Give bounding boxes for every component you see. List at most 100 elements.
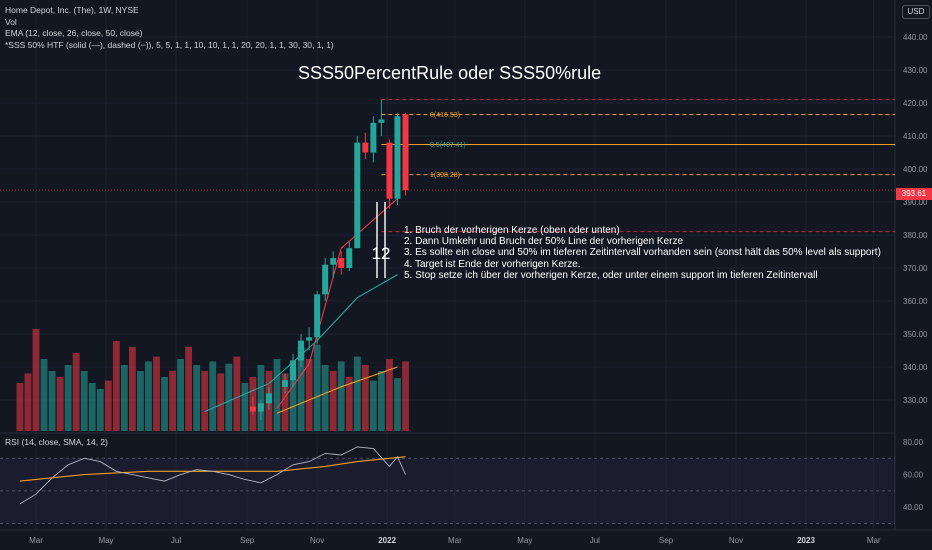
price-axis-label: 380.00	[903, 231, 928, 240]
volume-bar	[369, 380, 377, 431]
volume-bar	[321, 365, 329, 431]
volume-bar	[241, 383, 249, 431]
price-axis-label: 330.00	[903, 396, 928, 405]
volume-bar	[394, 378, 401, 431]
candle-body	[394, 116, 401, 199]
time-axis-label: May	[98, 536, 113, 545]
volume-bar	[161, 377, 168, 431]
volume-bar	[337, 361, 345, 431]
volume-bar	[185, 347, 193, 431]
time-axis-label: Mar	[448, 536, 462, 545]
note-line: 2. Dann Umkehr und Bruch der 50% Line de…	[404, 236, 684, 248]
volume-bar	[209, 361, 217, 431]
volume-bar	[120, 365, 128, 431]
time-axis-label: Nov	[310, 536, 324, 545]
candle-body	[354, 142, 361, 249]
note-line: 4. Target ist Ende der vorherigen Kerze.	[404, 258, 581, 270]
price-axis-label: 360.00	[903, 297, 928, 306]
price-axis-label: 390.00	[903, 198, 928, 207]
currency-button[interactable]: USD	[902, 5, 930, 19]
volume-bar	[289, 368, 297, 431]
volume-bar	[80, 371, 88, 431]
volume-bar	[233, 356, 241, 431]
time-axis-label: Jul	[590, 536, 600, 545]
volume-bar	[104, 380, 112, 431]
volume-bar	[56, 377, 64, 431]
volume-bar	[225, 363, 233, 431]
volume-bar	[112, 341, 120, 431]
volume-bar	[177, 359, 184, 431]
volume-bar	[128, 347, 136, 431]
rsi-axis-label: 80.00	[903, 438, 924, 447]
ema-slow-line	[276, 366, 398, 414]
volume-bar	[16, 383, 24, 431]
volume-bar	[217, 373, 225, 431]
candle-body	[282, 380, 289, 387]
time-axis-label: Jul	[171, 536, 181, 545]
current-price-label: 393.61	[896, 188, 932, 200]
volume-bar	[378, 371, 385, 431]
volume-bar	[402, 361, 409, 431]
fib-level-label: 0.5(407.41)	[430, 142, 466, 149]
time-axis-label: May	[517, 536, 532, 545]
rsi-legend[interactable]: RSI (14, close, SMA, 14, 2)	[5, 437, 108, 447]
note-line: 3. Es sollte ein close und 50% im tiefer…	[404, 247, 881, 259]
volume-bar	[329, 371, 337, 431]
volume-bar	[345, 377, 353, 431]
price-axis-label: 370.00	[903, 264, 928, 273]
volume-bar	[193, 365, 201, 431]
time-axis-label: Mar	[867, 536, 881, 545]
price-axis-label: 340.00	[903, 363, 928, 372]
candle-body	[257, 403, 264, 412]
legend-ema[interactable]: EMA (12, close, 26, close, 50, close)	[5, 28, 143, 38]
candle-body	[265, 393, 272, 404]
candle-body	[346, 248, 353, 268]
volume-bar	[153, 356, 160, 431]
volume-bar	[305, 359, 313, 431]
volume-bar	[64, 365, 72, 431]
fib-level-label: 0(416.53)	[430, 112, 460, 119]
legend-symbol[interactable]: Home Depot, Inc. (The), 1W, NYSE	[5, 5, 139, 15]
candle-body	[386, 142, 393, 199]
volume-bar	[386, 359, 393, 431]
volume-bar	[145, 361, 152, 431]
price-axis-label: 420.00	[903, 99, 928, 108]
annotation-notes: 1. Bruch der vorherigen Kerze (oben oder…	[404, 225, 881, 281]
candle-body	[249, 406, 256, 412]
volume-bar	[32, 329, 40, 431]
volume-bar	[40, 359, 48, 431]
note-line: 5. Stop setze ich über der vorherigen Ke…	[404, 269, 818, 281]
volume-bar	[24, 373, 32, 431]
time-axis-label: 2023	[797, 536, 815, 545]
volume-bar	[273, 359, 281, 431]
candle-body	[402, 114, 409, 191]
price-axis-label: 350.00	[903, 330, 928, 339]
candle-body	[322, 264, 329, 295]
price-axis-label: 410.00	[903, 132, 928, 141]
chart-legend: Home Depot, Inc. (The), 1W, NYSE Vol EMA…	[5, 5, 334, 51]
annotation-title: SSS50PercentRule oder SSS50%rule	[298, 63, 602, 83]
candle-body	[362, 142, 369, 153]
time-axis-label: Sep	[659, 536, 674, 545]
rsi-axis-label: 40.00	[903, 503, 924, 512]
legend-volume[interactable]: Vol	[5, 16, 17, 27]
volume-bar	[48, 371, 56, 431]
volume-bar	[257, 365, 265, 431]
candle-body	[298, 340, 305, 361]
volume-bar	[169, 371, 176, 431]
volume-bar	[313, 344, 321, 431]
candle-body	[378, 119, 385, 123]
rsi-axis-label: 60.00	[903, 471, 924, 480]
volume-bar	[137, 371, 144, 431]
volume-bar	[96, 389, 104, 431]
time-axis-label: Nov	[729, 536, 743, 545]
volume-bar	[281, 373, 289, 431]
candle-body	[290, 360, 297, 381]
legend-sss[interactable]: *SSS 50% HTF (solid (—), dashed (┄)), 5,…	[5, 39, 334, 50]
price-axis-label: 440.00	[903, 33, 928, 42]
rsi-ma-line	[19, 456, 406, 482]
time-axis-label: Sep	[240, 536, 255, 545]
candle-body	[370, 122, 377, 153]
